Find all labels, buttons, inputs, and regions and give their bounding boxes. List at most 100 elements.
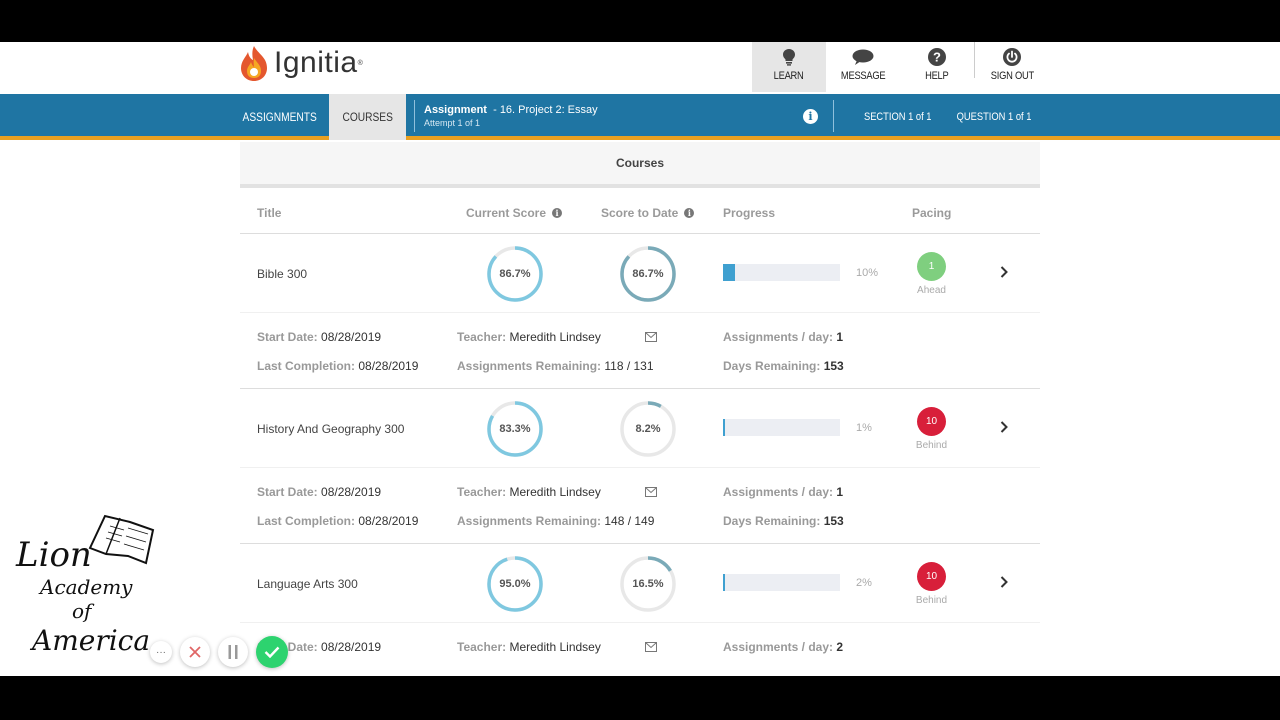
- header-progress-label: Progress: [723, 206, 776, 220]
- last-completion-label: Last Completion:: [257, 514, 359, 528]
- header-title-label: Title: [257, 206, 282, 220]
- start-date-value: 08/28/2019: [321, 330, 382, 344]
- course-row[interactable]: History And Geography 300 83.3% 8.2% 1% …: [240, 389, 1040, 468]
- nav-sign-out-label: SIGN OUT: [990, 70, 1034, 82]
- mail-icon[interactable]: [645, 332, 657, 342]
- header-current-score: Current Score i: [466, 206, 563, 220]
- info-icon[interactable]: i: [552, 208, 563, 218]
- assignments-per-day-label: Assignments / day:: [723, 330, 837, 344]
- finish-recording-button[interactable]: [256, 636, 288, 668]
- nav-help-label: HELP: [925, 70, 949, 82]
- teacher: Teacher: Meredith Lindsey: [457, 485, 601, 499]
- assignment-label: Assignment: [424, 104, 487, 116]
- recorder-controls: ···: [150, 634, 288, 670]
- score-to-date-value: 86.7%: [632, 268, 664, 280]
- assignments-per-day: Assignments / day: 1: [723, 330, 843, 344]
- nav-message[interactable]: MESSAGE: [826, 42, 900, 92]
- assignments-per-day-value: 1: [836, 485, 844, 499]
- checkmark-icon: [264, 646, 280, 658]
- course-title: History And Geography 300: [257, 422, 405, 436]
- app-screen: Ignitia ® LEARN MESSAGE ? HELP: [0, 42, 1280, 676]
- days-remaining: Days Remaining: 153: [723, 514, 844, 528]
- assignments-per-day-value: 1: [836, 330, 844, 344]
- chevron-right-icon[interactable]: [997, 575, 1011, 589]
- info-icon[interactable]: i: [684, 208, 695, 218]
- assignment-bar: ASSIGNMENTS COURSES Assignment - 16. Pro…: [0, 94, 1280, 140]
- last-completion-value: 08/28/2019: [358, 514, 419, 528]
- lion-academy-watermark: Lion Academy of America: [15, 514, 155, 657]
- mail-icon[interactable]: [645, 487, 657, 497]
- header-score-to-date-label: Score to Date: [601, 206, 679, 220]
- header-title: Title: [257, 206, 281, 220]
- bar-divider: [833, 100, 834, 132]
- watermark-line-2: Academy: [38, 575, 133, 599]
- header-current-score-label: Current Score: [466, 206, 547, 220]
- course-details: Start Date: 08/28/2019 Last Completion: …: [240, 313, 1040, 389]
- teacher-label: Teacher:: [457, 330, 510, 344]
- days-remaining-label: Days Remaining:: [723, 514, 824, 528]
- panel-title: Courses: [240, 142, 1040, 188]
- flame-icon: [241, 46, 267, 81]
- last-completion-label: Last Completion:: [257, 359, 359, 373]
- nav-learn[interactable]: LEARN: [752, 42, 826, 92]
- progress-fill: [723, 264, 735, 281]
- current-assignment[interactable]: Assignment - 16. Project 2: Essay Attemp…: [424, 104, 598, 128]
- info-icon[interactable]: i: [803, 109, 818, 124]
- tab-courses[interactable]: COURSES: [329, 94, 406, 140]
- chevron-right-icon[interactable]: [997, 265, 1011, 279]
- discard-recording-button[interactable]: [180, 637, 210, 667]
- days-remaining-value: 153: [823, 514, 844, 528]
- teacher-label: Teacher:: [457, 485, 510, 499]
- close-icon: [189, 646, 201, 658]
- last-completion: Last Completion: 08/28/2019: [257, 514, 418, 528]
- nav-separator: [974, 42, 975, 78]
- progress-percent: 10%: [856, 267, 879, 279]
- pacing-status: Behind: [915, 440, 948, 451]
- course-row[interactable]: Bible 300 86.7% 86.7% 10% 1 Ahead: [240, 234, 1040, 313]
- chat-bubble-icon: [852, 48, 874, 66]
- assignments-per-day-label: Assignments / day:: [723, 640, 837, 654]
- progress-fill: [723, 419, 725, 436]
- score-to-date-ring: 86.7%: [619, 245, 677, 303]
- nav-learn-label: LEARN: [774, 70, 804, 82]
- pause-icon: [228, 645, 238, 659]
- chevron-right-icon[interactable]: [997, 420, 1011, 434]
- mail-icon[interactable]: [645, 642, 657, 652]
- teacher: Teacher: Meredith Lindsey: [457, 330, 601, 344]
- ignitia-logo[interactable]: Ignitia ®: [238, 42, 363, 84]
- nav-help[interactable]: ? HELP: [900, 42, 974, 92]
- tab-assignments-label: ASSIGNMENTS: [242, 110, 318, 124]
- score-to-date-ring: 16.5%: [619, 555, 677, 613]
- nav-message-label: MESSAGE: [840, 70, 886, 82]
- progress-bar: [723, 264, 840, 281]
- assignments-remaining-value: 148 / 149: [604, 514, 655, 528]
- question-label: QUESTION 1 of 1: [956, 111, 1032, 123]
- nav-sign-out[interactable]: SIGN OUT: [975, 42, 1049, 92]
- watermark-line-4: America: [29, 624, 150, 657]
- letterbox-bottom: [0, 676, 1280, 720]
- assignments-remaining: Assignments Remaining: 148 / 149: [457, 514, 654, 528]
- course-row[interactable]: Language Arts 300 95.0% 16.5% 2% 10 Behi…: [240, 544, 1040, 623]
- section-indicator[interactable]: SECTION 1 of 1: [858, 94, 937, 140]
- teacher-label: Teacher:: [457, 640, 510, 654]
- tab-assignments[interactable]: ASSIGNMENTS: [238, 94, 322, 140]
- power-icon: [1003, 48, 1021, 66]
- assignment-name: - 16. Project 2: Essay: [493, 104, 598, 116]
- course-details: Start Date: 08/28/2019 Teacher: Meredith…: [240, 623, 1040, 676]
- current-score-ring: 83.3%: [486, 400, 544, 458]
- last-completion-value: 08/28/2019: [358, 359, 419, 373]
- start-date: Start Date: 08/28/2019: [257, 485, 381, 499]
- assignments-per-day-value: 2: [836, 640, 844, 654]
- header-pacing: Pacing: [912, 206, 951, 220]
- courses-panel: Courses Title Current Score i Score to Da…: [240, 142, 1040, 676]
- more-options-button[interactable]: ···: [150, 641, 172, 663]
- teacher-name: Meredith Lindsey: [509, 485, 601, 499]
- pacing-status: Behind: [915, 595, 948, 606]
- header-score-to-date: Score to Date i: [601, 206, 695, 220]
- teacher: Teacher: Meredith Lindsey: [457, 640, 601, 654]
- start-date-label: Start Date:: [257, 330, 322, 344]
- question-indicator[interactable]: QUESTION 1 of 1: [950, 94, 1038, 140]
- pause-recording-button[interactable]: [218, 637, 248, 667]
- score-to-date-value: 16.5%: [632, 578, 664, 590]
- progress-percent: 1%: [856, 422, 872, 434]
